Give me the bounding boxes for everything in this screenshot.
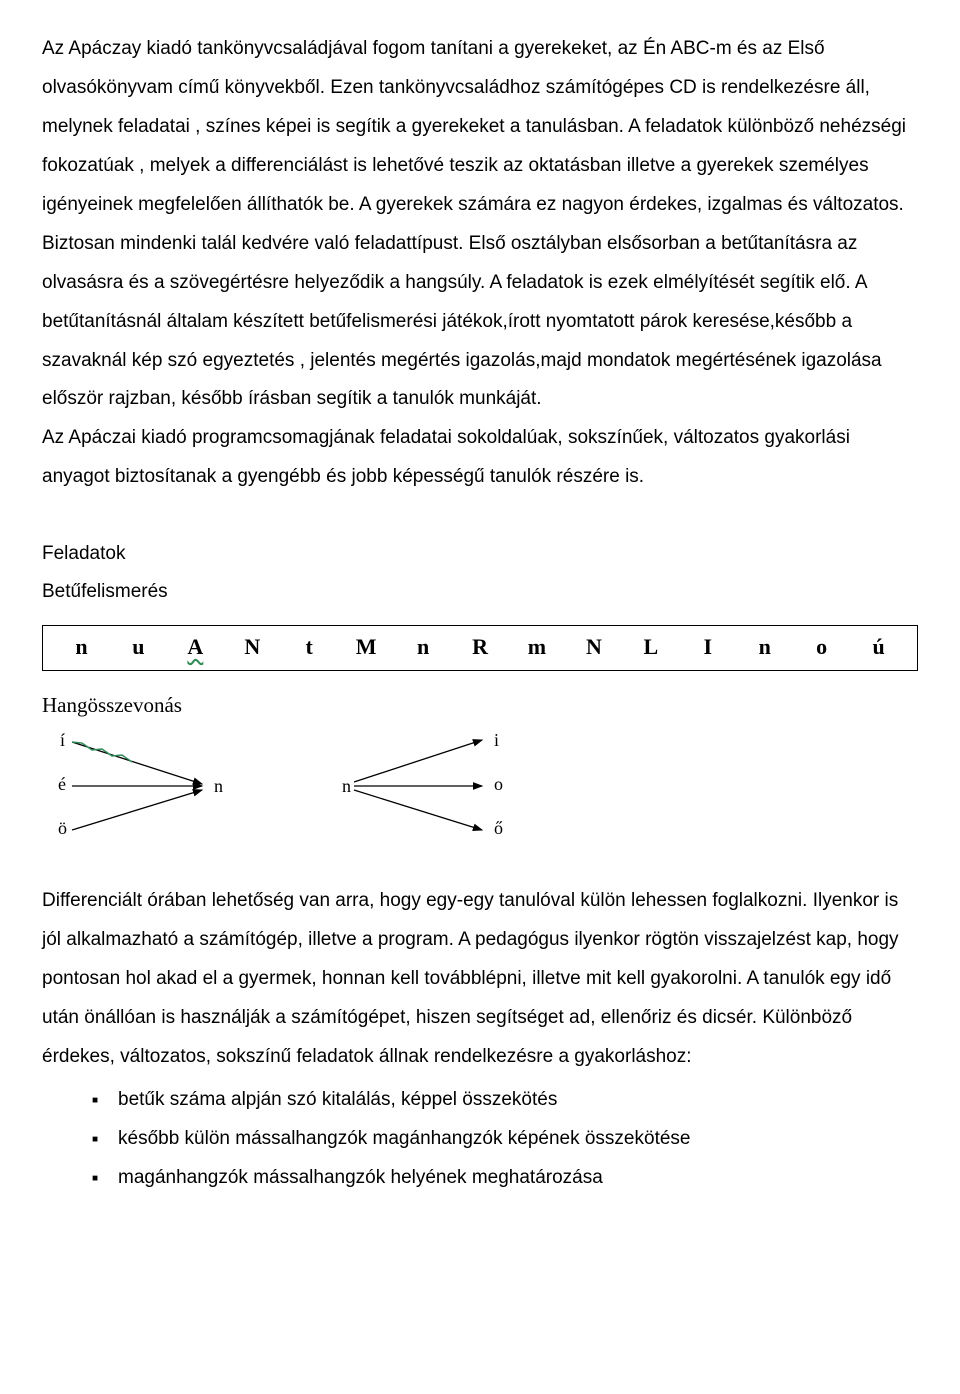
diagram-label: i [494,730,499,750]
list-item: később külön mássalhangzók magánhangzók … [92,1120,918,1159]
diagram-arrow [72,790,202,830]
letter-item: o [793,634,850,660]
letter-item: N [565,634,622,660]
diagram-arrow [354,790,482,830]
bullet-list: betűk száma alpján szó kitalálás, képpel… [42,1081,918,1198]
section-heading-hang: Hangösszevonás [42,693,918,718]
arrows-diagram: í é ö n n i o ő [42,724,918,854]
diagram-label: é [58,774,66,794]
letter-item: I [679,634,736,660]
diagram-label: ő [494,818,503,838]
letter-item: R [452,634,509,660]
letter-item: u [110,634,167,660]
blank-line [42,497,918,535]
letter-item: t [281,634,338,660]
diagram-arrow [354,740,482,782]
letter-item: N [224,634,281,660]
list-item: magánhangzók mássalhangzók helyének megh… [92,1159,918,1198]
letter-item: L [622,634,679,660]
section-heading-tasks: Feladatok [42,535,918,573]
section-heading-letters: Betűfelismerés [42,573,918,611]
letter-item: ú [850,634,907,660]
body-paragraph-1: Az Apáczay kiadó tankönyvcsaládjával fog… [42,30,918,419]
letter-item: A [167,634,224,660]
letter-item: m [509,634,566,660]
diagram-label: í [60,730,65,750]
body-paragraph-2: Az Apáczai kiadó programcsomagjának fela… [42,419,918,497]
body-paragraph-3: Differenciált órában lehetőség van arra,… [42,882,918,1077]
letter-recognition-box: nuANtMnRmNLInoú [42,625,918,671]
diagram-label: ö [58,818,67,838]
letter-item: n [53,634,110,660]
diagram-label: n [342,776,351,796]
letter-item: M [338,634,395,660]
letter-item: n [395,634,452,660]
list-item: betűk száma alpján szó kitalálás, képpel… [92,1081,918,1120]
diagram-arrow [72,742,202,784]
diagram-label: o [494,774,503,794]
diagram-label: n [214,776,223,796]
letter-item: n [736,634,793,660]
